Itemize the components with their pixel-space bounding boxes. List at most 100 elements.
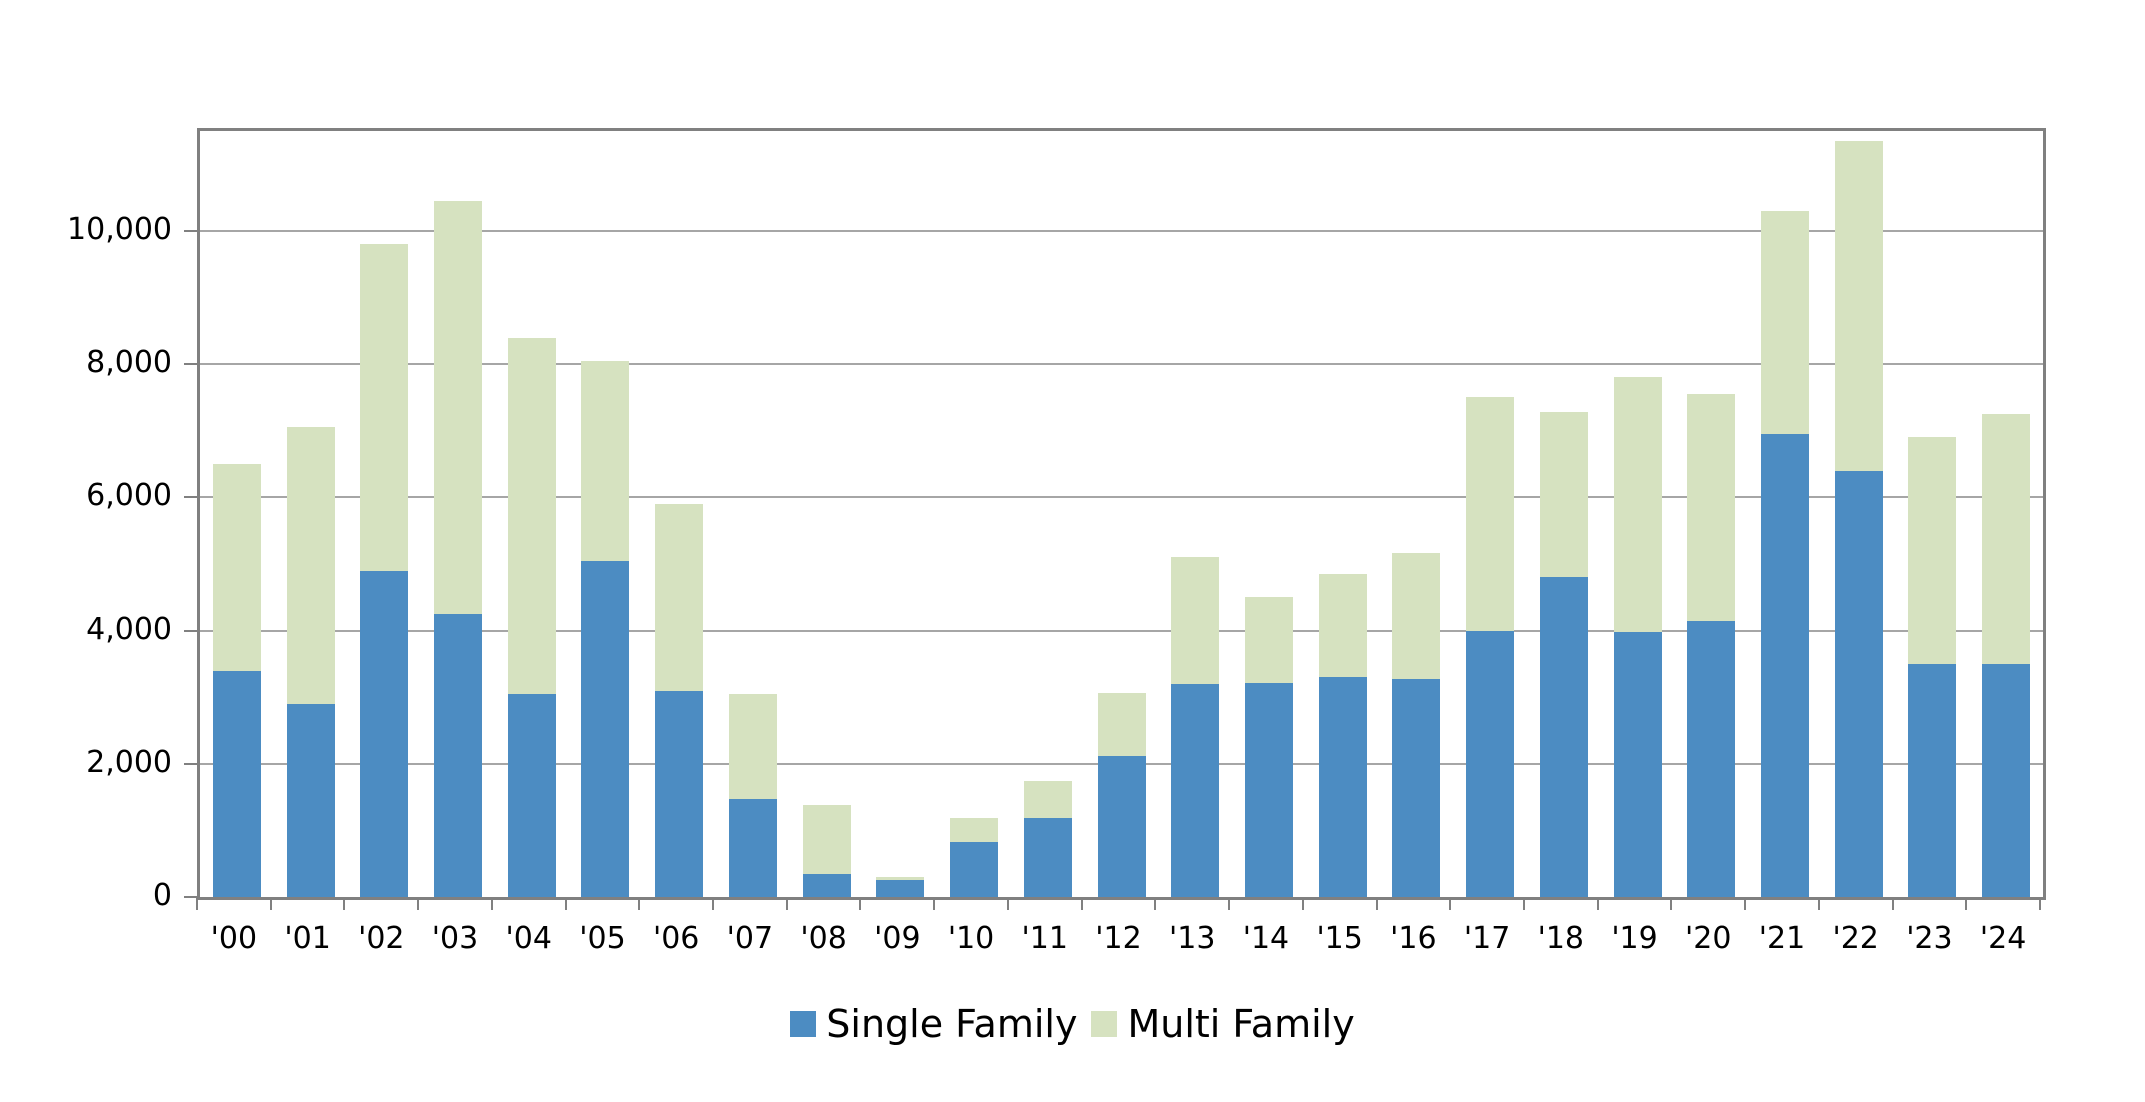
gridline xyxy=(200,629,2043,632)
bar-segment-single-family xyxy=(876,879,925,897)
x-tick-label: '01 xyxy=(284,921,331,956)
plot-area xyxy=(197,128,2046,900)
x-tick-label: '13 xyxy=(1169,921,1216,956)
y-tick-label: 8,000 xyxy=(86,345,172,381)
bar-segment-single-family xyxy=(728,799,777,897)
gridline xyxy=(200,229,2043,232)
bar-segment-multi-family xyxy=(655,504,704,691)
bar-segment-multi-family xyxy=(1244,597,1293,683)
x-tick-label: '16 xyxy=(1390,921,1437,956)
bar-segment-single-family xyxy=(1392,678,1441,897)
bar-group xyxy=(1097,131,1146,897)
legend-swatch-icon xyxy=(790,1011,817,1037)
bar-segment-multi-family xyxy=(1097,692,1146,757)
bar-group xyxy=(1466,131,1515,897)
bar-segment-multi-family xyxy=(728,693,777,800)
x-axis-tick xyxy=(196,897,198,910)
y-axis-tick xyxy=(184,762,197,765)
bar-segment-multi-family xyxy=(434,200,483,614)
legend-swatch-icon xyxy=(1091,1011,1118,1037)
bar-segment-single-family xyxy=(1097,756,1146,897)
bar-segment-multi-family xyxy=(1908,437,1957,664)
x-tick-label: '08 xyxy=(800,921,847,956)
bar-segment-multi-family xyxy=(1834,141,1883,471)
x-tick-label: '18 xyxy=(1537,921,1585,956)
y-axis-tick xyxy=(184,896,197,898)
y-tick-label: 0 xyxy=(152,878,172,913)
x-axis-tick xyxy=(490,897,493,910)
bar-group xyxy=(655,131,704,897)
bar-segment-multi-family xyxy=(1023,781,1072,819)
bar-group xyxy=(434,131,483,897)
bar-group xyxy=(286,131,335,897)
bar-segment-single-family xyxy=(581,560,630,897)
y-tick-label: 2,000 xyxy=(86,744,172,780)
bar-segment-single-family xyxy=(1687,620,1736,897)
bar-segment-multi-family xyxy=(1466,397,1515,631)
x-tick-label: '05 xyxy=(579,921,626,956)
bar-group xyxy=(507,131,556,897)
bar-segment-multi-family xyxy=(507,337,556,694)
legend-label: Single Family xyxy=(826,1002,1078,1046)
y-tick-label: 10,000 xyxy=(67,211,172,247)
bar-segment-multi-family xyxy=(1760,210,1809,435)
x-axis-tick xyxy=(933,897,936,910)
bar-segment-multi-family xyxy=(1687,394,1736,621)
bar-group xyxy=(876,131,925,897)
bar-segment-single-family xyxy=(1760,434,1809,897)
y-axis-tick xyxy=(184,229,197,232)
x-tick-label: '06 xyxy=(652,921,700,956)
x-axis-tick xyxy=(1080,897,1083,910)
bar-segment-single-family xyxy=(507,693,556,897)
bar-group xyxy=(360,131,409,897)
bar-segment-single-family xyxy=(1613,631,1662,897)
x-axis-tick xyxy=(1154,897,1157,910)
x-tick-label: '22 xyxy=(1832,921,1879,956)
bar-group xyxy=(1613,131,1662,897)
bar-group xyxy=(1687,131,1736,897)
bar-segment-multi-family xyxy=(1613,377,1662,632)
bar-segment-multi-family xyxy=(286,427,335,704)
bar-segment-multi-family xyxy=(1982,414,2031,664)
bar-segment-single-family xyxy=(360,570,409,897)
bar-group xyxy=(950,131,999,897)
bar-segment-single-family xyxy=(1318,676,1367,897)
bar-group xyxy=(212,131,261,897)
bar-segment-multi-family xyxy=(1318,573,1367,677)
x-axis-tick xyxy=(564,897,567,910)
x-axis-tick xyxy=(269,897,272,910)
y-axis-tick xyxy=(184,629,197,632)
y-tick-label: 4,000 xyxy=(86,611,172,647)
bar-group xyxy=(1760,131,1809,897)
bar-segment-multi-family xyxy=(802,805,851,874)
bar-group xyxy=(1908,131,1957,897)
x-axis-tick xyxy=(1228,897,1231,910)
x-tick-label: '12 xyxy=(1095,921,1142,956)
x-tick-label: '19 xyxy=(1611,921,1658,956)
bar-segment-single-family xyxy=(286,703,335,897)
x-tick-label: '09 xyxy=(874,921,921,956)
x-tick-label: '11 xyxy=(1021,921,1068,956)
bar-segment-single-family xyxy=(1539,577,1588,897)
x-axis-tick xyxy=(1522,897,1525,910)
x-axis-tick xyxy=(1744,897,1747,910)
x-axis-tick xyxy=(417,897,420,910)
bar-group xyxy=(802,131,851,897)
bar-segment-single-family xyxy=(655,690,704,897)
legend: Single Family Multi Family xyxy=(0,1002,2145,1046)
bar-group xyxy=(1244,131,1293,897)
legend-item-multi-family: Multi Family xyxy=(1091,1002,1355,1046)
bar-group xyxy=(1982,131,2031,897)
x-axis-tick xyxy=(1670,897,1673,910)
x-axis-tick xyxy=(712,897,715,910)
y-axis-tick xyxy=(184,496,197,499)
bar-group xyxy=(581,131,630,897)
bar-group xyxy=(1392,131,1441,897)
bar-segment-multi-family xyxy=(581,360,630,561)
x-tick-label: '07 xyxy=(726,921,774,956)
bar-group xyxy=(728,131,777,897)
bar-segment-single-family xyxy=(1171,683,1220,897)
x-axis-tick xyxy=(785,897,788,910)
bar-segment-single-family xyxy=(1466,630,1515,897)
